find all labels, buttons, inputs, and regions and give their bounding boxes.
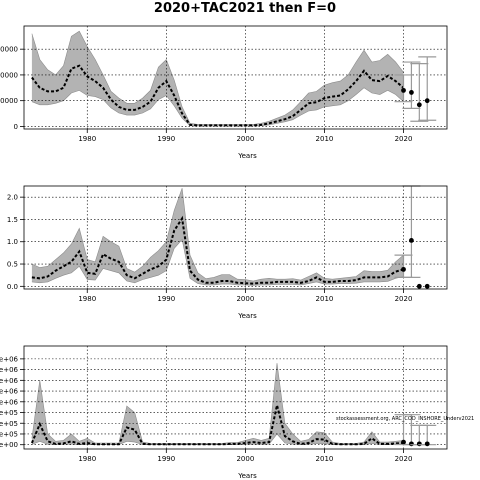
confidence-band bbox=[31, 363, 404, 445]
projection-point bbox=[401, 87, 406, 93]
x-tick-label: 2020 bbox=[395, 455, 413, 463]
projection-point bbox=[401, 266, 406, 272]
y-tick-label: 0.0 bbox=[7, 283, 18, 291]
projection-point bbox=[424, 441, 430, 447]
plot-area bbox=[24, 186, 447, 289]
plot-frame bbox=[23, 345, 448, 450]
x-tick-label: 1990 bbox=[157, 455, 175, 463]
x-tick-label: 2010 bbox=[316, 135, 334, 143]
x-axis-label: Years bbox=[237, 152, 257, 160]
confidence-band bbox=[31, 31, 404, 127]
projection-point bbox=[409, 90, 414, 95]
y-tick-label: e+05 bbox=[0, 420, 18, 428]
band-upper-line bbox=[31, 30, 404, 125]
x-tick-label: 2000 bbox=[236, 135, 254, 143]
confidence-band bbox=[31, 188, 404, 286]
y-tick-label: e+05 bbox=[0, 409, 18, 417]
x-tick-label: 1980 bbox=[78, 135, 96, 143]
projection-point bbox=[401, 439, 406, 445]
y-tick-label: 1.5 bbox=[7, 216, 18, 224]
panel-ssb: 1980 1990 2000 2010 2020 0 50000 100000 150000 Ye… bbox=[0, 25, 448, 160]
x-tick-label: 1990 bbox=[157, 295, 175, 303]
x-tick-label: 2010 bbox=[316, 455, 334, 463]
projection-point bbox=[424, 283, 430, 289]
estimate-line bbox=[30, 404, 404, 446]
plot-area bbox=[24, 346, 447, 449]
band-upper-line bbox=[31, 188, 404, 282]
y-tick-label: 100000 bbox=[0, 71, 18, 79]
estimate-line bbox=[31, 215, 404, 285]
y-tick-label: e+06 bbox=[0, 377, 19, 385]
chart-title: 2020+TAC2021 then F=0 bbox=[154, 1, 336, 16]
source-annotation: stockassessment.org, ARC_COD_INSHORE_Und… bbox=[336, 416, 474, 422]
y-tick-label: 50000 bbox=[0, 97, 18, 105]
y-tick-label: e+05 bbox=[0, 430, 18, 438]
projection-point bbox=[409, 237, 414, 243]
y-tick-label: 150000 bbox=[0, 46, 18, 54]
plot-frame bbox=[23, 25, 448, 130]
y-tick-label: e+06 bbox=[0, 398, 19, 406]
x-tick-label: 2020 bbox=[395, 295, 413, 303]
x-axis-label: Years bbox=[237, 472, 257, 480]
y-tick-label: 0 bbox=[14, 123, 18, 131]
x-tick-label: 1980 bbox=[78, 455, 96, 463]
band-upper-line bbox=[31, 363, 404, 444]
y-tick-label: 2.0 bbox=[7, 194, 18, 202]
x-tick-label: 2000 bbox=[236, 455, 254, 463]
projection-point bbox=[424, 98, 430, 104]
y-tick-label: 1.0 bbox=[7, 238, 18, 246]
panel-recruitment: 1980 1990 2000 2010 2020 e+00 e+05 e+05 e+05 e+06… bbox=[0, 345, 474, 480]
x-tick-label: 1990 bbox=[157, 135, 175, 143]
y-tick-label: e+06 bbox=[0, 366, 19, 374]
plot-area bbox=[24, 26, 447, 129]
y-tick-label: 0.5 bbox=[7, 261, 18, 269]
y-tick-label: e+06 bbox=[0, 388, 19, 396]
y-tick-label: e+06 bbox=[0, 355, 19, 363]
x-tick-label: 2020 bbox=[395, 135, 413, 143]
projection-point bbox=[416, 283, 422, 289]
x-tick-label: 1980 bbox=[78, 295, 96, 303]
plot-frame bbox=[23, 185, 448, 290]
projection-point bbox=[409, 441, 414, 447]
projection-point bbox=[416, 102, 422, 108]
y-tick-label: e+00 bbox=[0, 441, 18, 449]
panel-fishing-mortality: 1980 1990 2000 2010 2020 0.0 0.5 1.0 1.5 2.0 Years bbox=[7, 185, 448, 320]
projection-point bbox=[416, 441, 422, 447]
x-axis-label: Years bbox=[237, 312, 257, 320]
band-lower-line bbox=[31, 238, 404, 286]
x-tick-label: 2010 bbox=[316, 295, 334, 303]
band-lower-line bbox=[31, 87, 404, 127]
x-tick-label: 2000 bbox=[236, 295, 254, 303]
